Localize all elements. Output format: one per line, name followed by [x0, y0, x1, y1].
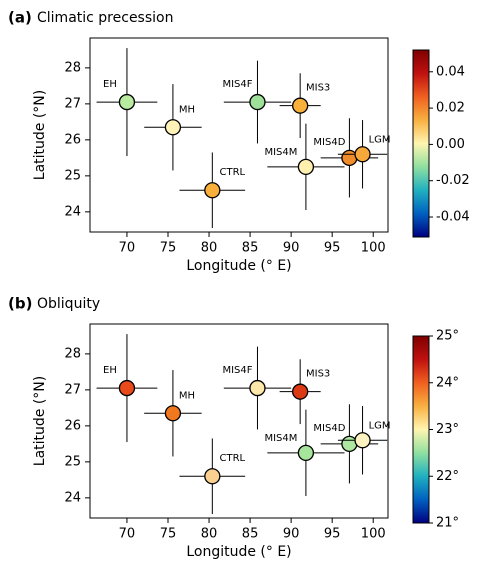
x-tick-label: 100	[361, 527, 386, 542]
point-label: MIS4D	[313, 137, 345, 148]
panel-label: (b)	[8, 295, 32, 313]
point-label: LGM	[369, 134, 391, 145]
point	[118, 93, 136, 111]
point-label: MIS3	[306, 369, 330, 380]
y-tick-label: 27	[64, 96, 81, 111]
x-tick-label: 95	[324, 527, 341, 542]
colorbar-tick-label: -0.02	[436, 173, 470, 188]
colorbar-tick-label: -0.04	[436, 210, 470, 225]
point-label: CTRL	[220, 453, 246, 464]
point	[118, 379, 136, 397]
point-label: EH	[103, 79, 117, 90]
colorbar-tick-label: 22°	[436, 469, 459, 484]
x-tick-label: 100	[361, 241, 386, 256]
point-label: MIS4F	[222, 79, 252, 90]
point	[297, 444, 315, 462]
point-label: LGM	[369, 420, 391, 431]
x-tick-label: 85	[242, 527, 259, 542]
point-label: MH	[179, 104, 195, 115]
plot-frame	[89, 323, 389, 519]
x-tick-label: 95	[324, 241, 341, 256]
plot-frame	[89, 37, 389, 233]
colorbar	[412, 49, 430, 238]
colorbar-tick-label: 21°	[436, 516, 459, 531]
point	[249, 379, 266, 397]
y-tick-label: 24	[64, 490, 81, 505]
point	[292, 97, 309, 114]
y-tick-label: 26	[64, 418, 81, 433]
point-label: MH	[179, 390, 195, 401]
x-tick-label: 90	[283, 241, 300, 256]
y-tick-label: 26	[64, 132, 81, 147]
point	[292, 383, 309, 400]
y-axis-label: Latitude (°N)	[32, 90, 48, 180]
y-tick-label: 28	[64, 346, 81, 361]
colorbar-tick-label: 25°	[436, 329, 459, 344]
point-label: MIS4M	[264, 433, 297, 444]
point	[204, 182, 221, 199]
point-label: MIS3	[306, 83, 330, 94]
panel-title: Obliquity	[37, 296, 100, 312]
panel-label: (a)	[8, 9, 32, 27]
y-tick-label: 25	[64, 168, 81, 183]
y-tick-label: 28	[64, 60, 81, 75]
point-label: CTRL	[220, 167, 246, 178]
x-axis-label: Longitude (° E)	[186, 544, 291, 560]
colorbar	[412, 335, 430, 524]
x-tick-label: 70	[119, 527, 136, 542]
point-label: MIS4D	[313, 423, 345, 434]
x-tick-label: 85	[242, 241, 259, 256]
point-label: EH	[103, 365, 117, 376]
point	[204, 468, 221, 485]
point	[354, 432, 371, 449]
x-tick-label: 75	[160, 527, 177, 542]
x-tick-label: 75	[160, 241, 177, 256]
y-tick-label: 25	[64, 454, 81, 469]
colorbar-tick-label: 23°	[436, 422, 459, 437]
x-tick-label: 90	[283, 527, 300, 542]
point	[297, 158, 315, 176]
colorbar-tick-label: 0.00	[436, 137, 465, 152]
point	[354, 146, 371, 163]
y-tick-label: 27	[64, 382, 81, 397]
point	[164, 405, 182, 422]
point	[164, 119, 182, 136]
x-tick-label: 80	[201, 241, 218, 256]
x-tick-label: 80	[201, 527, 218, 542]
point	[249, 93, 266, 111]
point-label: MIS4F	[222, 365, 252, 376]
panel-title: Climatic precession	[37, 10, 173, 26]
y-axis-label: Latitude (°N)	[32, 376, 48, 466]
colorbar-tick-label: 0.04	[436, 64, 465, 79]
y-tick-label: 24	[64, 204, 81, 219]
x-tick-label: 70	[119, 241, 136, 256]
colorbar-tick-label: 24°	[436, 375, 459, 390]
colorbar-tick-label: 0.02	[436, 101, 465, 116]
x-axis-label: Longitude (° E)	[186, 258, 291, 274]
point-label: MIS4M	[264, 147, 297, 158]
